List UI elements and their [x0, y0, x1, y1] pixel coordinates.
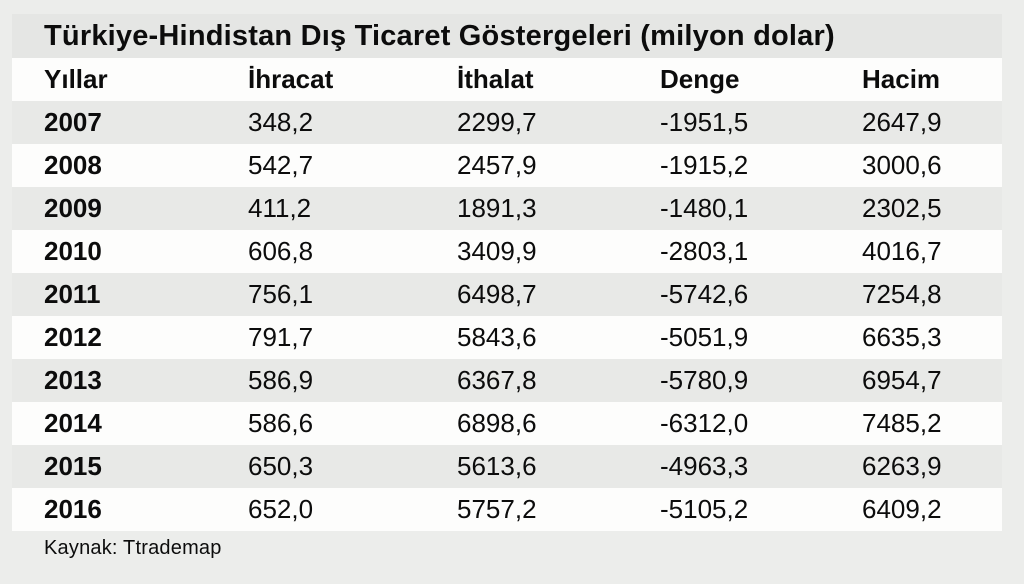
year-cell: 2007	[44, 107, 102, 137]
hacim-cell: 6954,7	[862, 365, 942, 395]
figure-title: Türkiye-Hindistan Dış Ticaret Göstergele…	[44, 19, 835, 52]
hacim-cell: 3000,6	[862, 150, 942, 180]
year-cell: 2008	[44, 150, 102, 180]
year-cell: 2015	[44, 451, 102, 481]
ihracat-cell: 606,8	[248, 236, 314, 266]
ithalat-cell: 1891,3	[457, 193, 537, 223]
ihracat-cell: 652,0	[248, 494, 314, 524]
denge-cell: -5051,9	[660, 322, 749, 352]
hacim-cell: 2647,9	[862, 107, 942, 137]
ihracat-cell: 411,2	[248, 193, 312, 223]
table-row-2011: 2011 756,1 6498,7 -5742,6 7254,8	[12, 273, 1002, 316]
ihracat-cell: 650,3	[248, 451, 314, 481]
trade-table: Yıllar İhracat İthalat Denge Hacim 2007 …	[12, 58, 1002, 531]
table-row-2009: 2009 411,2 1891,3 -1480,1 2302,5	[12, 187, 1002, 230]
denge-cell: -1951,5	[660, 107, 749, 137]
denge-cell: -5742,6	[660, 279, 749, 309]
table-row-2010: 2010 606,8 3409,9 -2803,1 4016,7	[12, 230, 1002, 273]
hacim-cell: 7485,2	[862, 408, 942, 438]
hacim-cell: 7254,8	[862, 279, 942, 309]
ihracat-cell: 586,6	[248, 408, 314, 438]
table-row-2013: 2013 586,9 6367,8 -5780,9 6954,7	[12, 359, 1002, 402]
column-header-hacim: Hacim	[862, 64, 941, 94]
hacim-cell: 6635,3	[862, 322, 942, 352]
year-cell: 2010	[44, 236, 102, 266]
table-header-row: Yıllar İhracat İthalat Denge Hacim	[12, 58, 1002, 101]
ithalat-cell: 3409,9	[457, 236, 537, 266]
ihracat-cell: 586,9	[248, 365, 314, 395]
hacim-cell: 2302,5	[862, 193, 942, 223]
year-cell: 2011	[44, 279, 101, 309]
denge-cell: -1915,2	[660, 150, 749, 180]
hacim-cell: 6409,2	[862, 494, 942, 524]
year-cell: 2009	[44, 193, 102, 223]
hacim-cell: 4016,7	[862, 236, 942, 266]
column-header-ithalat: İthalat	[457, 64, 534, 94]
denge-cell: -6312,0	[660, 408, 749, 438]
ithalat-cell: 6367,8	[457, 365, 537, 395]
year-cell: 2012	[44, 322, 102, 352]
year-cell: 2014	[44, 408, 102, 438]
denge-cell: -4963,3	[660, 451, 749, 481]
ithalat-cell: 6498,7	[457, 279, 537, 309]
denge-cell: -1480,1	[660, 193, 749, 223]
denge-cell: -5105,2	[660, 494, 749, 524]
ihracat-cell: 791,7	[248, 322, 314, 352]
table-row-2008: 2008 542,7 2457,9 -1915,2 3000,6	[12, 144, 1002, 187]
year-cell: 2016	[44, 494, 102, 524]
hacim-cell: 6263,9	[862, 451, 942, 481]
table-row-2015: 2015 650,3 5613,6 -4963,3 6263,9	[12, 445, 1002, 488]
table-row-2016: 2016 652,0 5757,2 -5105,2 6409,2	[12, 488, 1002, 531]
ihracat-cell: 348,2	[248, 107, 314, 137]
table-row-2012: 2012 791,7 5843,6 -5051,9 6635,3	[12, 316, 1002, 359]
denge-cell: -5780,9	[660, 365, 749, 395]
ithalat-cell: 5757,2	[457, 494, 537, 524]
ihracat-cell: 542,7	[248, 150, 314, 180]
year-cell: 2013	[44, 365, 102, 395]
ithalat-cell: 2299,7	[457, 107, 537, 137]
denge-cell: -2803,1	[660, 236, 749, 266]
title-band: Türkiye-Hindistan Dış Ticaret Göstergele…	[12, 14, 1002, 58]
ihracat-cell: 756,1	[248, 279, 314, 309]
source-caption: Kaynak: Ttrademap	[44, 537, 222, 559]
ithalat-cell: 2457,9	[457, 150, 537, 180]
ithalat-cell: 5843,6	[457, 322, 537, 352]
ithalat-cell: 6898,6	[457, 408, 537, 438]
table-row-2007: 2007 348,2 2299,7 -1951,5 2647,9	[12, 101, 1002, 144]
column-header-denge: Denge	[660, 64, 740, 94]
column-header-ihracat: İhracat	[248, 64, 334, 94]
ithalat-cell: 5613,6	[457, 451, 537, 481]
column-header-yillar: Yıllar	[44, 64, 108, 94]
table-row-2014: 2014 586,6 6898,6 -6312,0 7485,2	[12, 402, 1002, 445]
